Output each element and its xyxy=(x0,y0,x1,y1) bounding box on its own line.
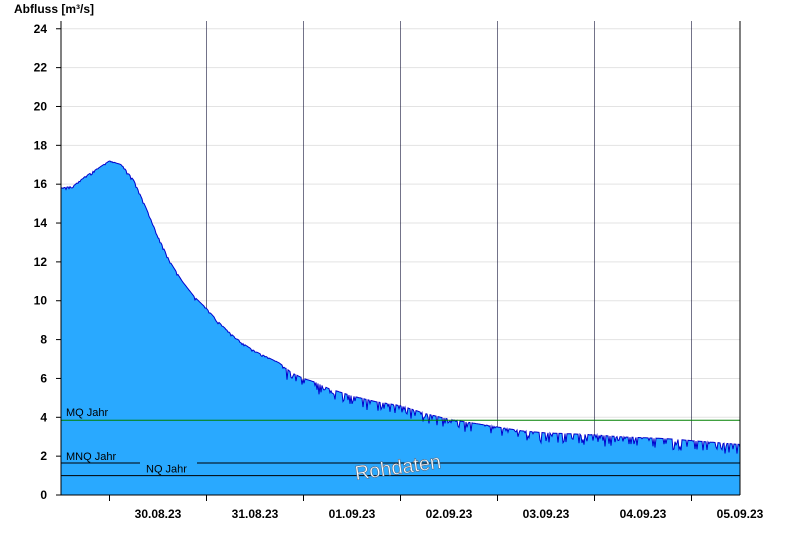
ref-line-label: NQ Jahr xyxy=(146,464,187,476)
x-tick-label: 30.08.23 xyxy=(135,507,182,521)
y-tick-label: 6 xyxy=(40,371,47,385)
x-tick-label: 04.09.23 xyxy=(620,507,667,521)
y-tick-label: 12 xyxy=(34,255,48,269)
y-axis-label: Abfluss [m³/s] xyxy=(14,2,94,16)
y-tick-label: 8 xyxy=(40,333,47,347)
y-tick-label: 18 xyxy=(34,138,48,152)
y-tick-label: 16 xyxy=(34,177,48,191)
x-tick-label: 31.08.23 xyxy=(232,507,279,521)
y-tick-label: 20 xyxy=(34,99,48,113)
y-tick-label: 14 xyxy=(34,216,48,230)
discharge-area xyxy=(61,161,740,495)
x-tick-label: 01.09.23 xyxy=(329,507,376,521)
x-tick-label: 03.09.23 xyxy=(523,507,570,521)
y-tick-label: 2 xyxy=(40,449,47,463)
reference-lines: MQ Jahr MNQ Jahr NQ Jahr xyxy=(61,407,740,477)
ref-line-label: MNQ Jahr xyxy=(66,451,116,463)
discharge-line xyxy=(60,160,741,454)
x-tick-label: 02.09.23 xyxy=(426,507,473,521)
ref-line-label: MQ Jahr xyxy=(66,407,109,419)
y-tick-label: 0 xyxy=(40,488,47,502)
y-tick-label: 4 xyxy=(40,410,47,424)
y-tick-label: 24 xyxy=(34,22,48,36)
x-tick-label: 05.09.23 xyxy=(717,507,764,521)
data-area xyxy=(60,160,741,495)
y-tick-label: 10 xyxy=(34,294,48,308)
y-tick-label: 22 xyxy=(34,61,48,75)
